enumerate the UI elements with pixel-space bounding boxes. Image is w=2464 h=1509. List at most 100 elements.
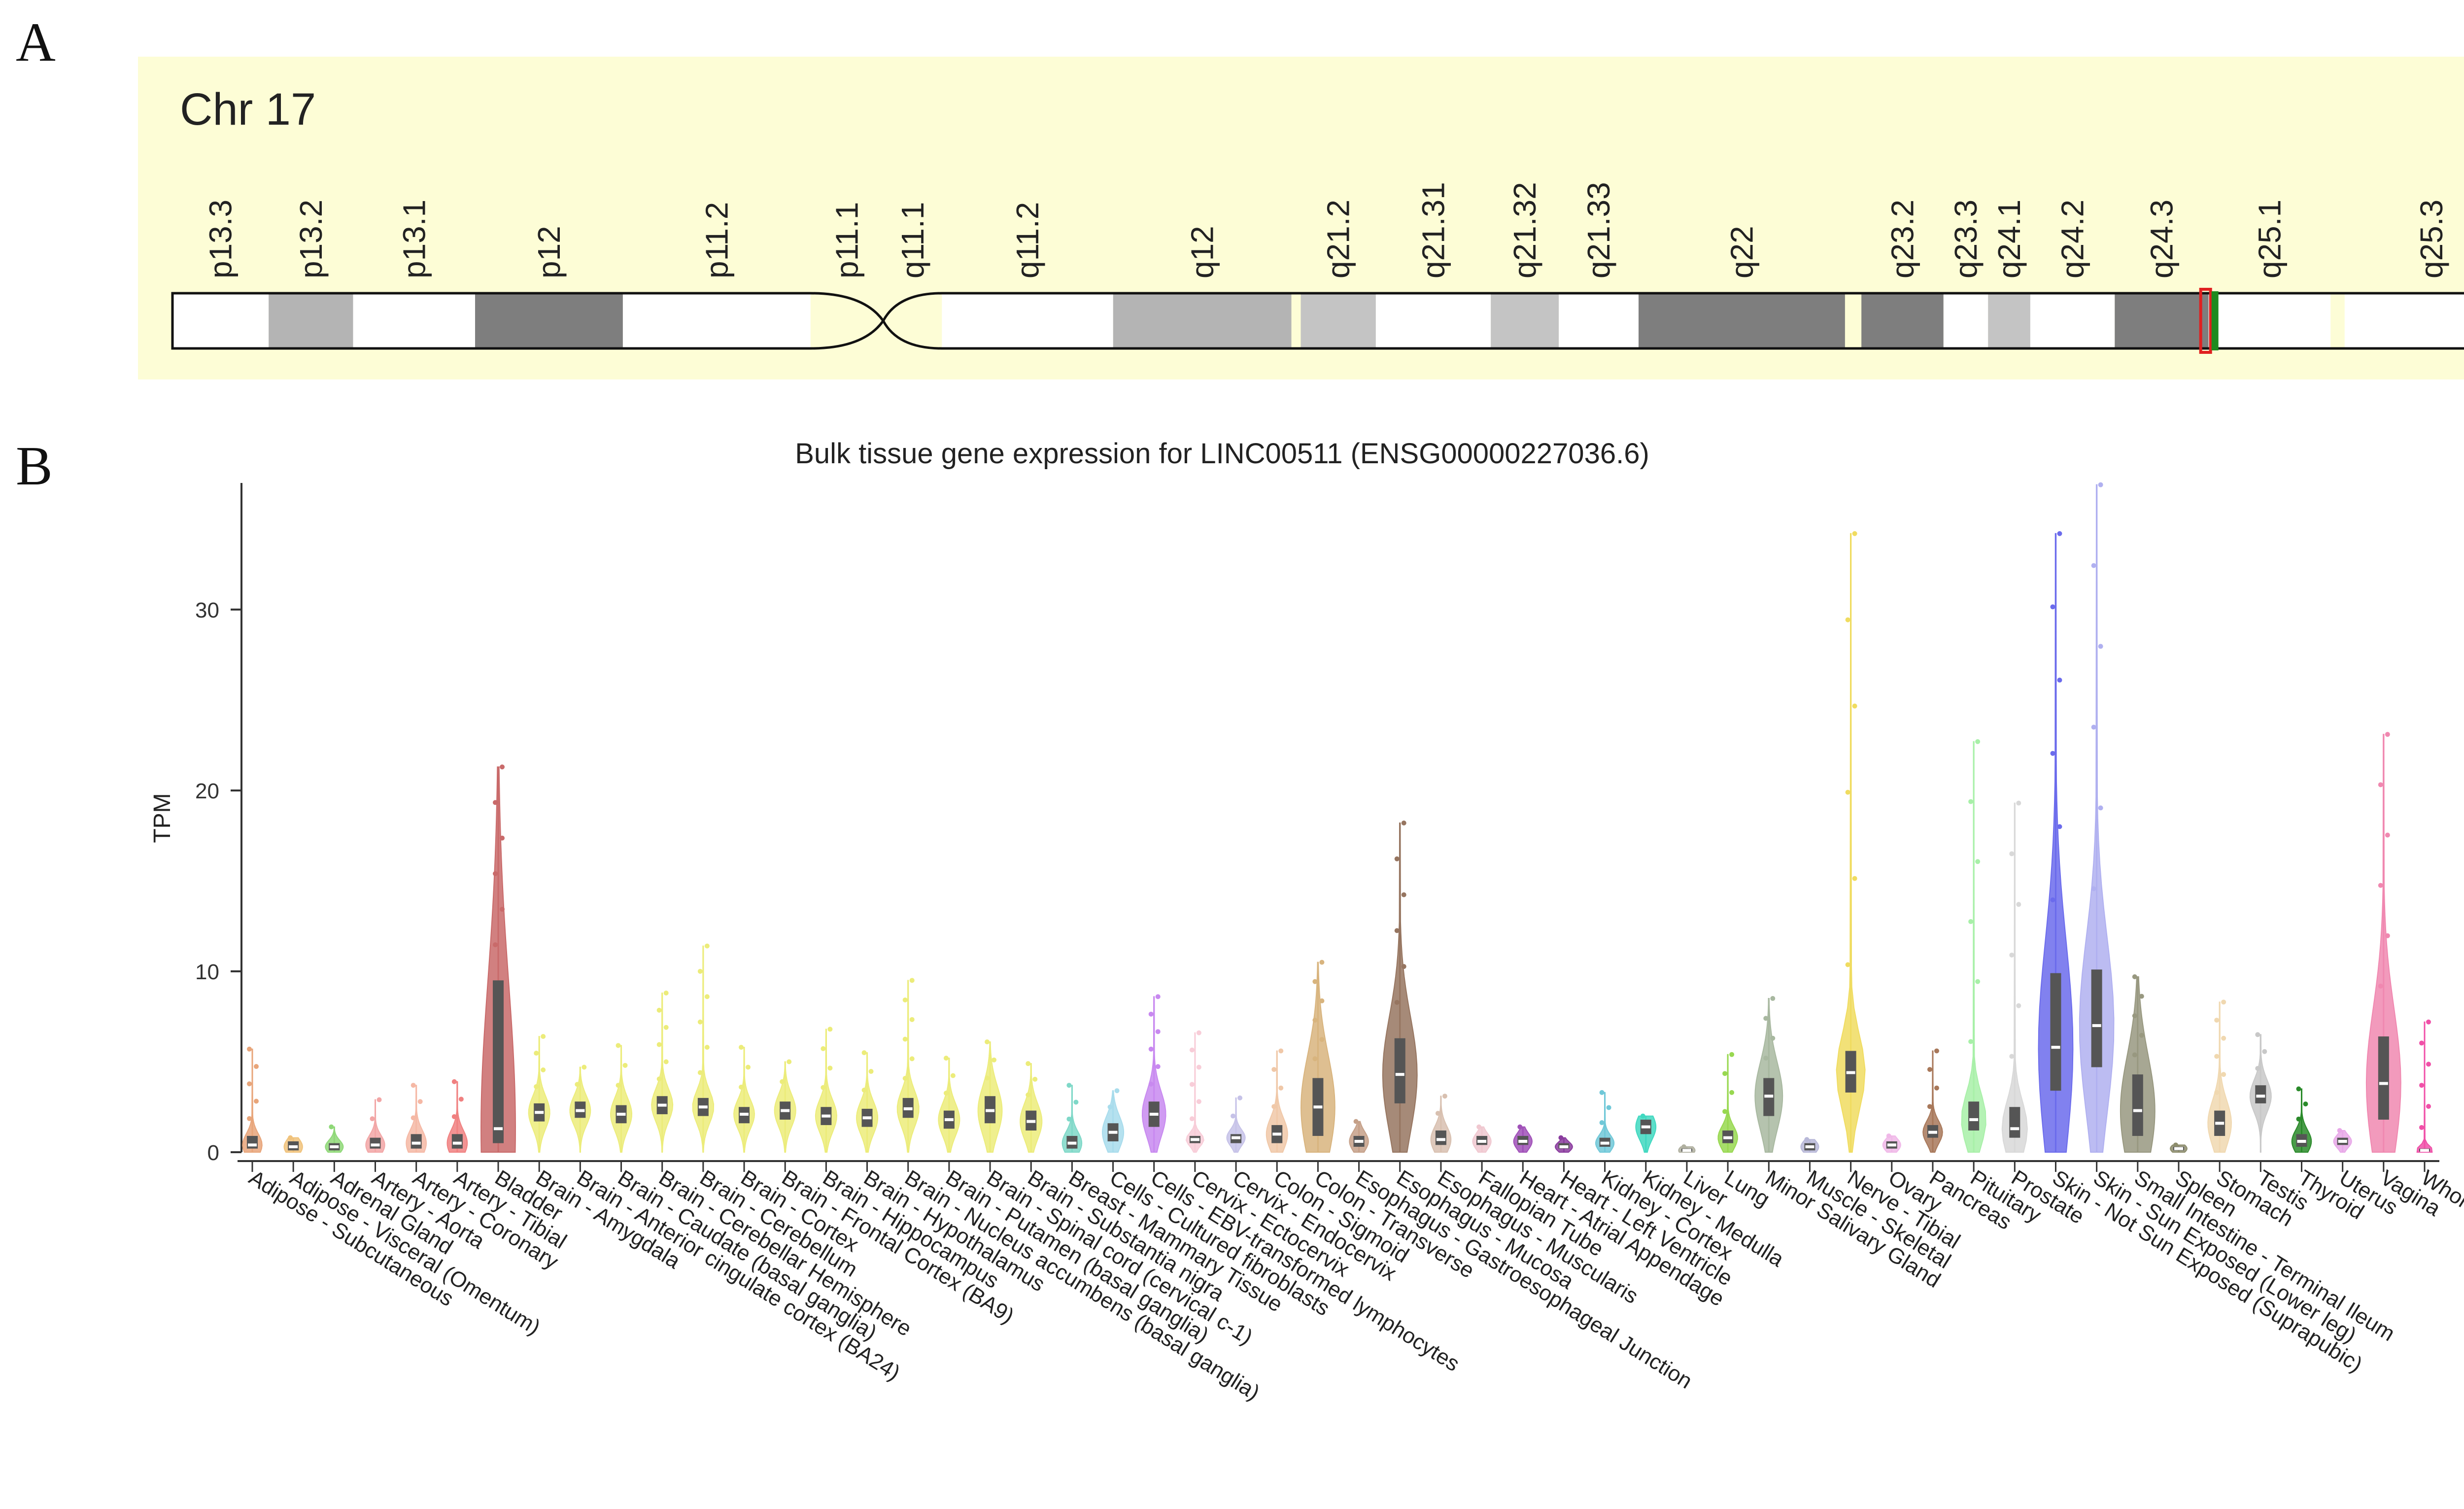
- outlier-point: [247, 1046, 252, 1052]
- outlier-point: [2132, 1052, 2137, 1058]
- outlier-point: [1073, 1099, 1079, 1105]
- outlier-point: [1968, 799, 1974, 804]
- outlier-point: [493, 942, 498, 948]
- outlier-point: [1278, 1085, 1284, 1091]
- outlier-point: [534, 1084, 539, 1089]
- outlier-point: [458, 1097, 464, 1102]
- outlier-point: [2132, 974, 2137, 979]
- ideogram-band: [1300, 293, 1376, 348]
- outlier-point: [1114, 1088, 1120, 1094]
- outlier-point: [411, 1083, 416, 1088]
- median-marker: [1887, 1143, 1896, 1147]
- outlier-point: [2255, 1032, 2260, 1037]
- ideogram-band-label: p12: [531, 226, 567, 278]
- ideogram-band: [1988, 293, 2030, 348]
- outlier-point: [902, 997, 908, 1003]
- outlier-point: [1394, 999, 1400, 1005]
- median-marker: [2010, 1127, 2019, 1131]
- median-marker: [494, 1127, 503, 1131]
- y-tick-label: 30: [195, 598, 219, 622]
- median-marker: [2256, 1095, 2265, 1098]
- outlier-point: [909, 978, 915, 983]
- outlier-point: [697, 968, 703, 974]
- median-marker: [821, 1114, 831, 1118]
- chart-title: Bulk tissue gene expression for LINC0051…: [795, 438, 1649, 470]
- outlier-point: [1401, 892, 1406, 897]
- median-marker: [2297, 1139, 2306, 1143]
- ideogram-band-label: q24.1: [1991, 200, 2027, 278]
- median-marker: [698, 1105, 708, 1109]
- ideogram-band: [1491, 293, 1559, 348]
- outlier-point: [451, 1114, 457, 1119]
- outlier-point: [909, 1056, 915, 1062]
- median-marker: [1272, 1132, 1282, 1136]
- ideogram-band-label: q12: [1185, 226, 1220, 278]
- outlier-point: [616, 1083, 621, 1088]
- outlier-point: [2378, 983, 2383, 989]
- outlier-point: [2214, 1090, 2220, 1095]
- outlier-point: [2221, 1072, 2226, 1077]
- median-marker: [1108, 1131, 1118, 1134]
- outlier-point: [739, 1084, 744, 1090]
- iqr-box: [2132, 1074, 2143, 1136]
- ideogram-band: [1943, 293, 1988, 348]
- outlier-point: [2016, 800, 2021, 806]
- outlier-point: [1319, 998, 1325, 1003]
- median-marker: [1641, 1125, 1650, 1129]
- ideogram-band: [2030, 293, 2115, 348]
- ideogram-svg: Chr 17 p13.3 p13.2 p13.1 p12 p11.2 p11.1 q11.1…: [171, 84, 2464, 354]
- outlier-point: [1312, 1056, 1318, 1062]
- iqr-box: [247, 1135, 258, 1149]
- outlier-point: [1189, 1047, 1195, 1053]
- outlier-point: [329, 1124, 334, 1130]
- outlier-point: [663, 1025, 669, 1030]
- median-marker: [1600, 1141, 1609, 1145]
- outlier-point: [575, 1082, 580, 1087]
- outlier-point: [2016, 902, 2021, 907]
- chromosome-ideogram-panel: Chr 17 p13.3 p13.2 p13.1 p12 p11.2 p11.1 q11.1…: [138, 57, 2464, 379]
- ideogram-outline: [171, 292, 2464, 350]
- outlier-point: [2221, 999, 2226, 1005]
- outlier-point: [534, 1051, 539, 1056]
- outlier-point: [1394, 928, 1400, 933]
- ideogram-band: [2115, 293, 2209, 348]
- outlier-point: [288, 1135, 293, 1140]
- median-marker: [2051, 1046, 2060, 1049]
- outlier-point: [663, 1059, 669, 1064]
- outlier-point: [1271, 1104, 1277, 1109]
- outlier-point: [541, 1034, 546, 1039]
- outlier-point: [1189, 1082, 1195, 1087]
- outlier-point: [1155, 994, 1161, 999]
- outlier-point: [821, 1085, 826, 1090]
- outlier-point: [1107, 1104, 1113, 1110]
- ideogram-band-label: q22: [1724, 226, 1759, 278]
- outlier-point: [1975, 979, 1981, 984]
- outlier-point: [1599, 1120, 1605, 1126]
- outlier-point: [1189, 1116, 1195, 1122]
- outlier-point: [746, 1064, 751, 1070]
- outlier-point: [1968, 1039, 1974, 1044]
- median-marker: [248, 1143, 257, 1147]
- ideogram-band: [622, 293, 811, 348]
- outlier-point: [902, 1036, 908, 1042]
- outlier-point: [2098, 482, 2103, 487]
- ideogram-band: [353, 293, 476, 348]
- outlier-point: [2419, 1040, 2424, 1046]
- outlier-point: [1975, 859, 1981, 864]
- outlier-point: [1852, 876, 1857, 881]
- outlier-point: [1681, 1144, 1686, 1149]
- outlier-point: [2132, 1013, 2137, 1019]
- outlier-point: [1845, 789, 1850, 795]
- outlier-point: [2221, 1035, 2226, 1041]
- median-marker: [576, 1109, 585, 1112]
- outlier-point: [2303, 1101, 2308, 1107]
- median-marker: [1149, 1112, 1159, 1116]
- ideogram-band-label: q21.32: [1507, 182, 1542, 278]
- outlier-point: [1558, 1135, 1564, 1140]
- outlier-point: [2419, 1083, 2424, 1088]
- iqr-box: [370, 1137, 381, 1149]
- ideogram-band-label: q24.2: [2055, 200, 2090, 278]
- median-marker: [1436, 1138, 1445, 1141]
- median-marker: [2338, 1139, 2347, 1143]
- iqr-box: [2009, 1107, 2020, 1138]
